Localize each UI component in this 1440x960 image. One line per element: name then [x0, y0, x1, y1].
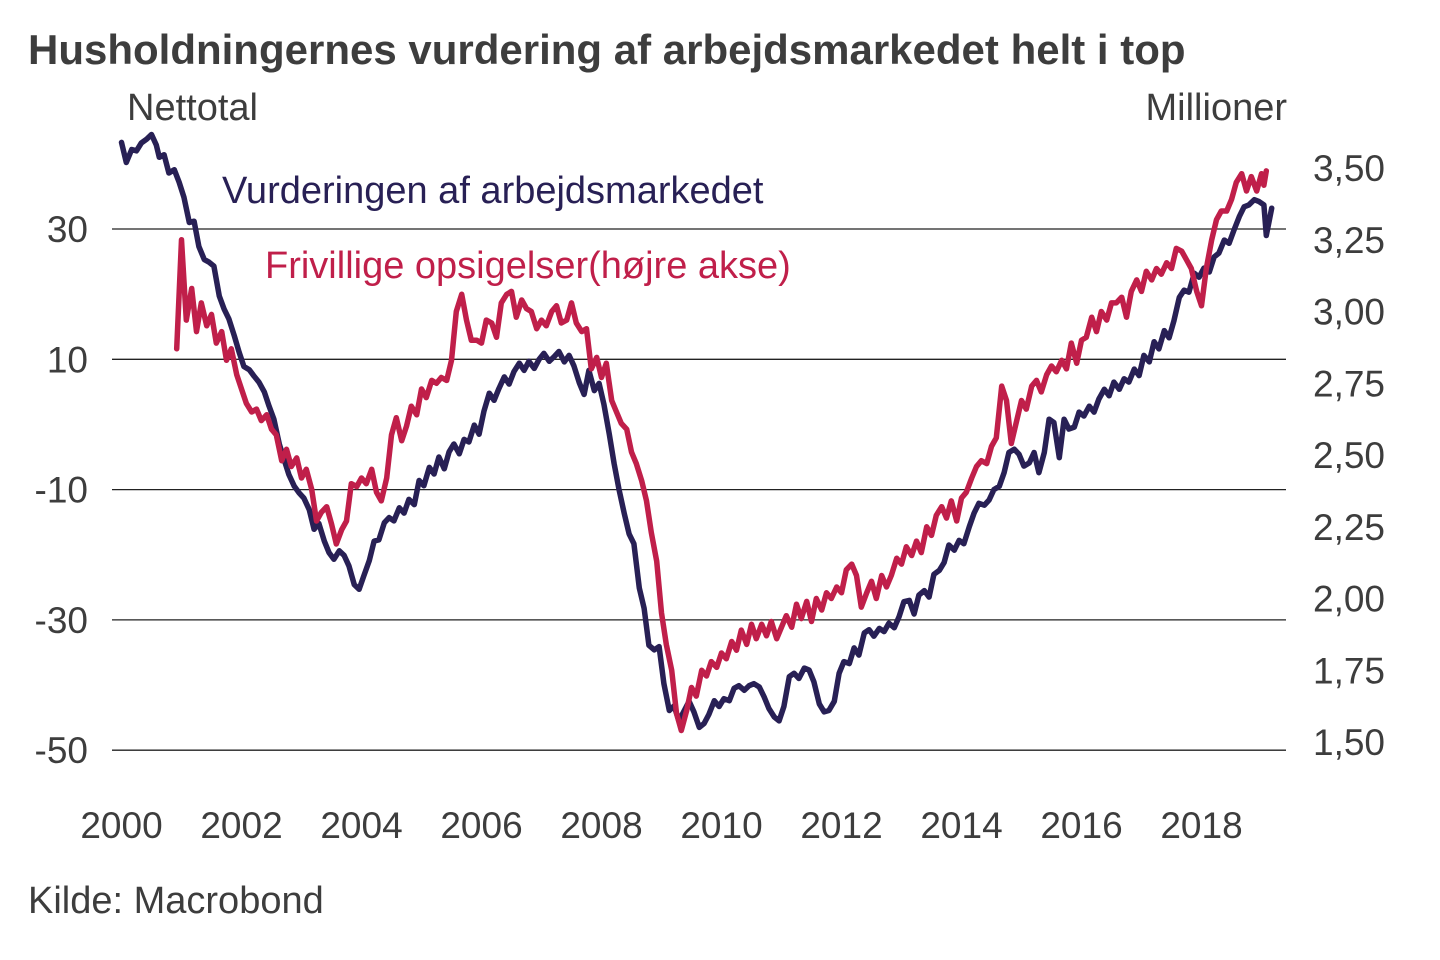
right-axis-tick-label: 3,00 [1313, 292, 1385, 333]
page-title: Husholdningernes vurdering af arbejdsmar… [28, 26, 1186, 73]
source-label: Kilde: Macrobond [28, 880, 324, 922]
x-axis-tick-label: 2014 [920, 805, 1002, 846]
right-axis-tick-labels: 3,50 3,25 3,00 2,75 2,50 2,25 2,00 1,75 1,50 [1313, 148, 1385, 763]
right-axis-tick-label: 2,75 [1313, 363, 1385, 404]
left-axis-tick-label: 10 [47, 339, 88, 380]
x-axis-tick-label: 2008 [560, 805, 642, 846]
x-axis-tick-labels: 2000 2002 2004 2006 2008 2010 2012 2014 2016 2018 [80, 805, 1242, 846]
x-axis-tick-label: 2002 [200, 805, 282, 846]
right-axis-tick-label: 2,50 [1313, 435, 1385, 476]
legend-label-quits: Frivillige opsigelser(højre akse) [265, 245, 791, 287]
x-axis-tick-label: 2018 [1160, 805, 1242, 846]
left-axis-unit-label: Nettotal [127, 87, 258, 129]
left-axis-tick-label: -10 [35, 470, 88, 511]
right-axis-tick-label: 2,25 [1313, 507, 1385, 548]
right-axis-tick-label: 2,00 [1313, 579, 1385, 620]
legend-label-assessment: Vurderingen af arbejdsmarkedet [222, 170, 764, 212]
x-axis-tick-label: 2004 [320, 805, 402, 846]
gridlines [112, 228, 1286, 751]
left-axis-tick-label: 30 [47, 209, 88, 250]
right-axis-tick-label: 1,75 [1313, 650, 1385, 691]
left-axis-tick-labels: 30 10 -10 -30 -50 [35, 209, 88, 771]
series-lines [118, 131, 1275, 734]
x-axis-tick-label: 2012 [800, 805, 882, 846]
series-line-quits [173, 168, 1270, 734]
x-axis-tick-label: 2016 [1040, 805, 1122, 846]
x-axis-tick-label: 2000 [80, 805, 162, 846]
x-axis-tick-label: 2006 [440, 805, 522, 846]
series-line-assessment [118, 131, 1275, 731]
x-axis-tick-label: 2010 [680, 805, 762, 846]
right-axis-unit-label: Millioner [1146, 87, 1288, 129]
right-axis-tick-label: 1,50 [1313, 722, 1385, 763]
left-axis-tick-label: -30 [35, 600, 88, 641]
right-axis-tick-label: 3,25 [1313, 220, 1385, 261]
left-axis-tick-label: -50 [35, 730, 88, 771]
right-axis-tick-label: 3,50 [1313, 148, 1385, 189]
